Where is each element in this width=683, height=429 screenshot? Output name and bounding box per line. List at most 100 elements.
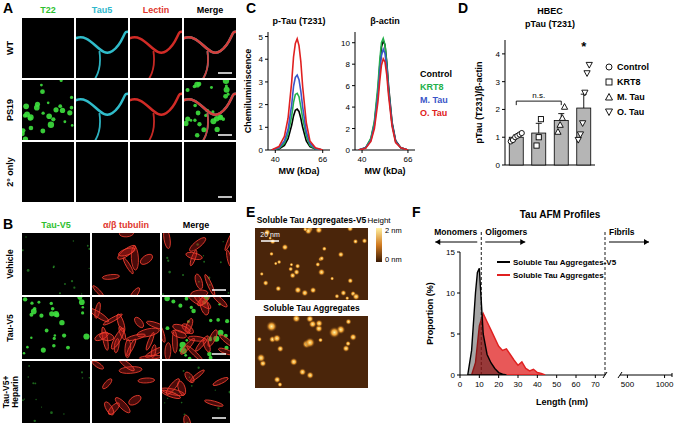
cell-signal [31, 309, 37, 315]
cell-signal [81, 371, 83, 373]
panel-letter: B [3, 216, 13, 232]
cell-signal [51, 307, 55, 311]
cell-signal [63, 413, 64, 414]
cell-signal [188, 357, 192, 359]
cell-signal [41, 348, 46, 353]
arrow-head [644, 239, 649, 245]
vessel [184, 32, 236, 53]
micrograph [22, 297, 90, 359]
y-tick [265, 81, 268, 82]
aggregate [328, 327, 340, 339]
cell-signal [166, 257, 168, 259]
cell-signal [216, 318, 220, 322]
image-title: Soluble Tau Aggregates [263, 303, 360, 313]
vessel [94, 113, 100, 140]
y-tick [352, 64, 355, 65]
x-tick [362, 150, 363, 153]
cell-signal [183, 370, 185, 372]
point [606, 94, 613, 101]
legend-swatch [497, 261, 510, 263]
cell-signal [182, 274, 184, 276]
cell [172, 331, 178, 353]
x-tick-label: 40 [271, 155, 280, 164]
afm-content [256, 316, 357, 387]
y-tick-label: 0 [496, 161, 501, 170]
x-tick [518, 375, 519, 378]
y-tick-label: 1 [496, 133, 501, 142]
y-tick [265, 59, 268, 60]
row-label: Vehicle [5, 249, 15, 279]
bracket [516, 101, 561, 105]
micrograph-content [22, 80, 73, 140]
cell-signal [164, 402, 165, 403]
cell-signal [223, 94, 228, 99]
aggregate [345, 318, 351, 324]
cell-signal [164, 297, 169, 301]
cell-signal [89, 377, 90, 379]
vessel [130, 32, 182, 53]
micrograph [184, 80, 236, 140]
error-bar [536, 123, 542, 133]
point [582, 90, 588, 96]
cell-signal [209, 356, 213, 359]
annotation: n.s. [532, 91, 545, 100]
error-bar [581, 94, 587, 108]
cell [226, 250, 230, 267]
aggregate [338, 251, 345, 258]
cell-signal [193, 119, 196, 122]
cell [92, 285, 105, 295]
cell-signal [63, 120, 66, 123]
aggregate [322, 246, 327, 251]
micrograph-content [130, 94, 182, 140]
aggregate [319, 256, 325, 262]
aggregate [305, 337, 316, 348]
aggregate [349, 333, 357, 341]
y-tick [502, 53, 505, 54]
scale-bar [261, 240, 279, 242]
cell-signal [185, 297, 189, 301]
cell [185, 251, 203, 261]
aggregate [318, 337, 323, 342]
x-tick-label: 1000 [656, 380, 674, 389]
cell-signal [185, 339, 188, 342]
scale-bar [218, 72, 232, 74]
cell-signal [185, 116, 190, 121]
x-tick-label: 0 [458, 380, 463, 389]
legend-entry: M. Tau [617, 92, 645, 102]
micrograph [76, 80, 128, 140]
aggregate [315, 228, 323, 234]
series-line [359, 41, 408, 150]
cell-signal [203, 261, 205, 263]
cell-signal [70, 106, 74, 110]
region-label: Fibrils [609, 227, 635, 237]
micrograph-content [23, 297, 90, 355]
cell-signal [194, 82, 200, 88]
cell [183, 371, 196, 385]
vessel [184, 32, 236, 53]
cell-signal [40, 84, 43, 87]
cell [162, 233, 171, 249]
series-line [359, 49, 408, 150]
y-tick [265, 127, 268, 128]
column-header: Tau-V5 [41, 220, 70, 230]
cell [122, 257, 135, 275]
colorbar [376, 228, 382, 262]
cell-signal [209, 319, 212, 322]
cell-signal [73, 240, 74, 241]
cell [164, 377, 181, 396]
colorbar-label: 2 nm [385, 226, 402, 235]
cell-signal [203, 255, 204, 256]
x-tick [627, 375, 628, 378]
cell-signal [195, 133, 200, 138]
aggregate [306, 316, 314, 323]
y-tick-label: 6 [346, 82, 351, 91]
aggregate [334, 294, 339, 299]
cell-signal [171, 300, 175, 304]
y-tick-label: 4 [496, 50, 501, 59]
cell-signal [64, 283, 66, 285]
legend-entry: KRT8 [617, 77, 641, 87]
legend-entry: KRT8 [420, 82, 444, 92]
aggregate [257, 337, 262, 342]
y-tick [265, 104, 268, 105]
micrograph [184, 142, 236, 202]
